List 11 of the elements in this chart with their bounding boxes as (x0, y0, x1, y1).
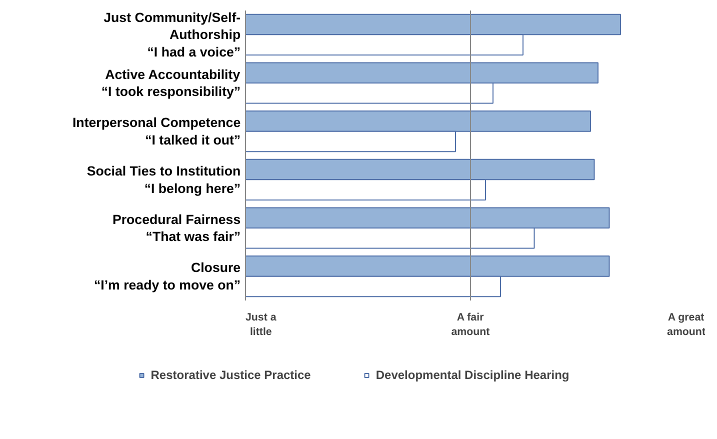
y-tick-label: Social Ties to Institution “I belong here” (86, 164, 241, 196)
y-tick-label: Just Community/Self- Authorship “I had a voice” (104, 10, 241, 60)
y-tick-label: Interpersonal Competence “I talked it out” (72, 115, 241, 148)
text: Just a little (246, 312, 276, 338)
y-tick-label: Active Accountability “I took responsibility” (101, 66, 241, 100)
legend-label: Developmental Discipline Hearing (376, 368, 570, 382)
y-tick-label: Procedural Fairness “That was fair” (112, 212, 241, 244)
y-tick-label: Closure “I’m ready to move on” (94, 260, 241, 292)
text: A fair amount (451, 312, 490, 338)
text: A great amount (667, 312, 706, 338)
legend-label: Restorative Justice Practice (150, 368, 311, 382)
